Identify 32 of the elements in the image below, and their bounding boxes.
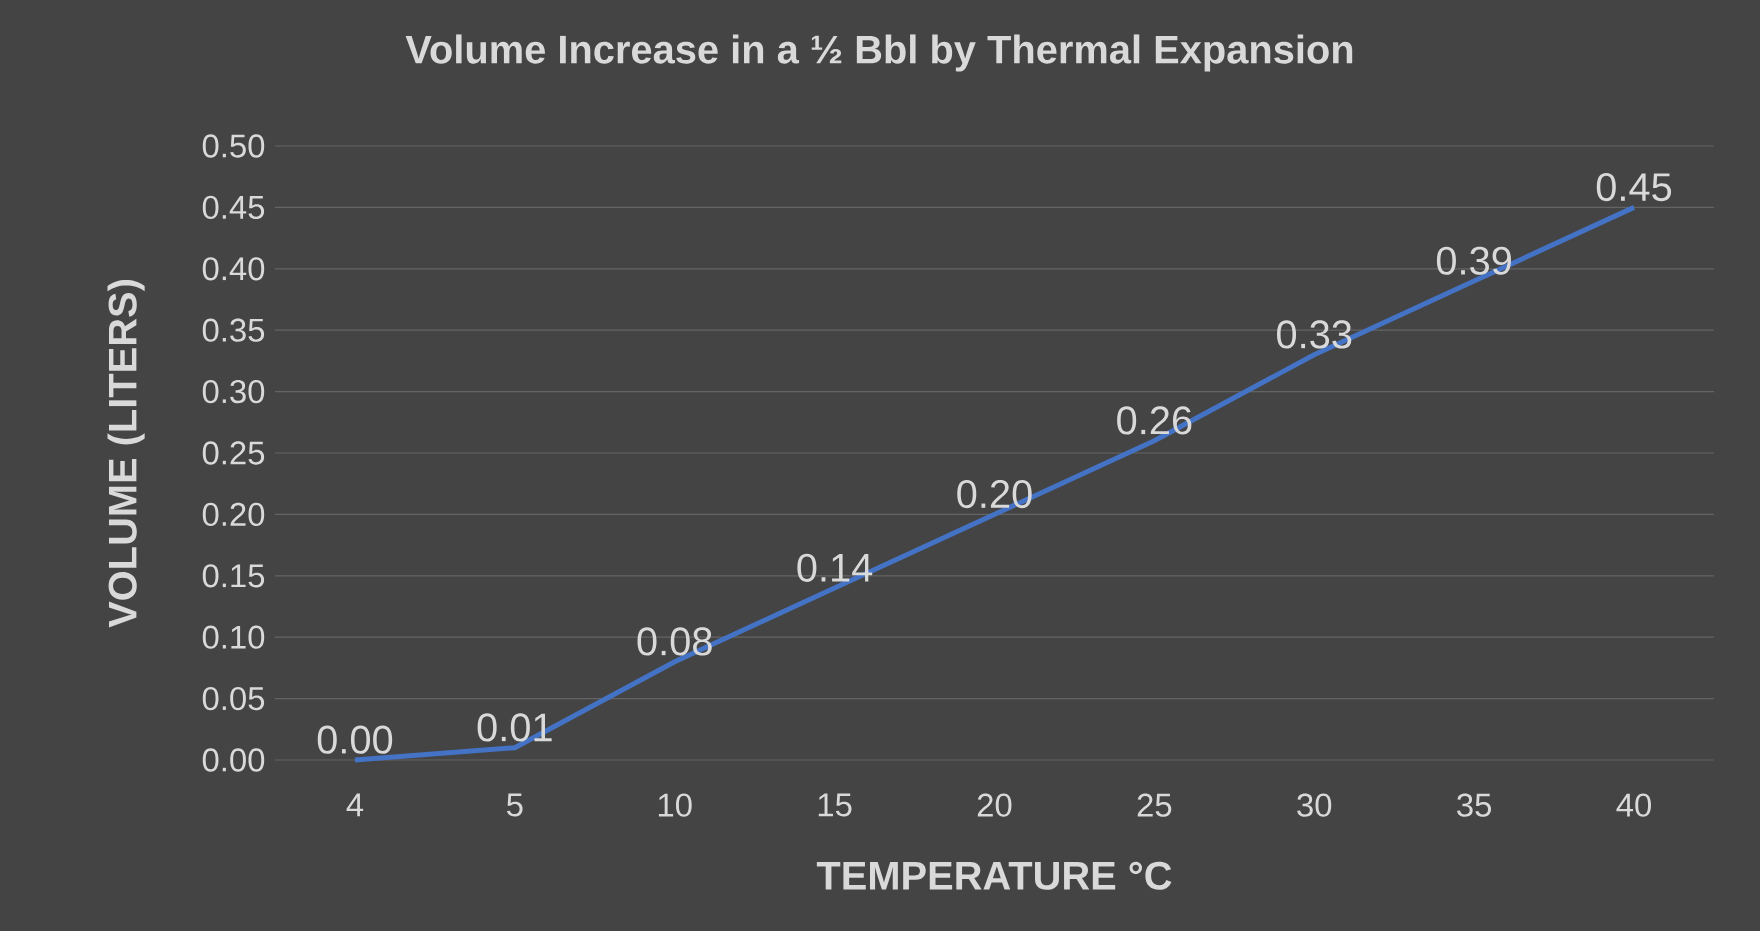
x-tick-label: 10	[658, 793, 692, 817]
data-label: 0.01	[477, 713, 552, 742]
x-tick-label: 40	[1616, 793, 1651, 817]
data-label: 0.08	[637, 627, 712, 656]
y-tick-label: 0.35	[202, 318, 265, 342]
data-label: 0.39	[1436, 246, 1511, 275]
y-tick-label: 0.05	[202, 686, 265, 711]
x-tick-label: 5	[507, 793, 523, 817]
y-tick-label: 0.20	[202, 502, 265, 527]
y-tick-label: 0.15	[202, 564, 265, 588]
data-label: 0.14	[797, 553, 873, 582]
x-tick-label: 35	[1457, 793, 1492, 817]
chart-title: Volume Increase in a ½ Bbl by Thermal Expansion	[405, 34, 1353, 72]
data-label: 0.20	[957, 479, 1032, 509]
y-tick-label: 0.45	[202, 195, 265, 220]
x-tick-label: 30	[1297, 793, 1332, 817]
y-tick-label: 0.40	[202, 257, 265, 281]
x-axis-title: TEMPERATURE °C	[816, 861, 1172, 890]
y-axis-title: VOLUME (LITERS)	[107, 280, 145, 628]
data-label: 0.00	[317, 725, 393, 754]
data-label: 0.26	[1117, 406, 1192, 435]
y-tick-label: 0.25	[202, 441, 265, 465]
y-tick-label: 0.30	[202, 379, 265, 404]
y-tick-label: 0.50	[202, 134, 265, 158]
y-tick-label: 0.10	[202, 625, 265, 649]
x-tick-label: 15	[818, 793, 852, 817]
x-tick-label: 4	[346, 793, 364, 817]
data-label: 0.45	[1596, 172, 1672, 202]
x-tick-label: 20	[977, 793, 1012, 817]
y-tick-label: 0.00	[202, 748, 265, 772]
data-label: 0.33	[1277, 320, 1352, 349]
x-tick-label: 25	[1137, 793, 1172, 817]
